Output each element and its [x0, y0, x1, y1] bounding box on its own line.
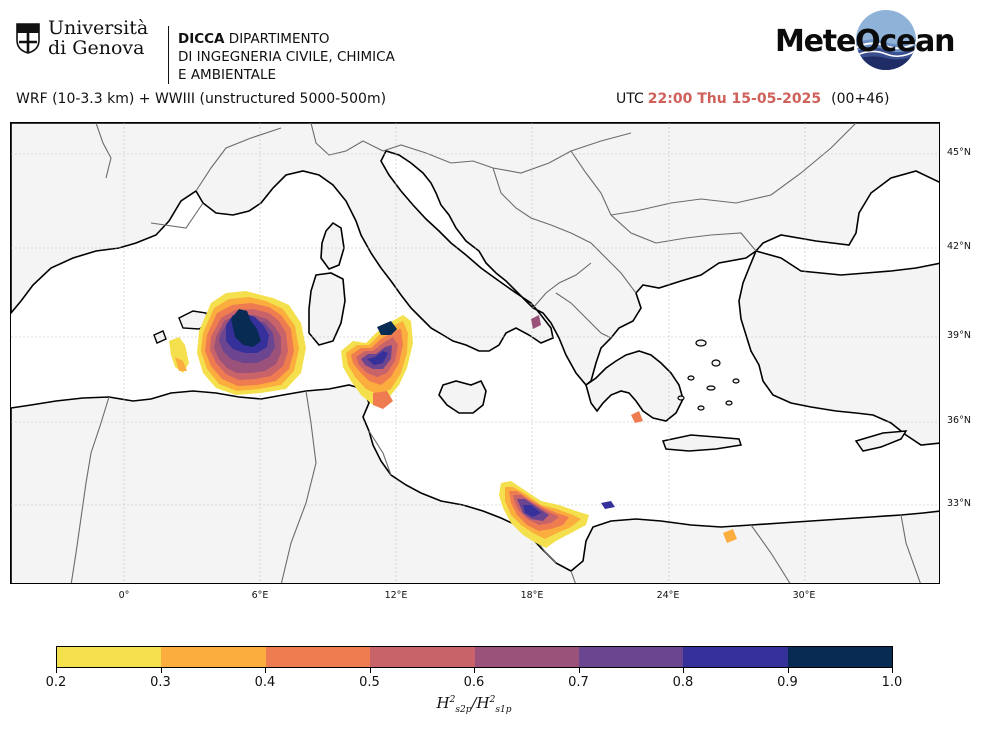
colorbar-tick-label: 0.4: [254, 675, 276, 690]
aegean-islands: [677, 339, 740, 411]
colorbar-tick-label: 0.7: [568, 675, 589, 690]
land-sicily: [438, 379, 487, 414]
header-logos: Università di Genova DICCA DIPARTIMENTO …: [0, 0, 985, 84]
colorbar-tick: [892, 668, 893, 673]
land-corsica: [320, 221, 345, 270]
land-crete: [661, 434, 742, 452]
dicca-name: DICCA DIPARTIMENTO DI INGEGNERIA CIVILE,…: [178, 30, 395, 84]
colorbar-tick: [56, 668, 57, 673]
map-panel[interactable]: [10, 122, 940, 584]
unige-line2: di Genova: [48, 37, 145, 59]
unige-line1: Università: [48, 17, 149, 39]
colorbar-title-sup-2: 2: [489, 695, 496, 705]
colorbar-title-sub2: s1p: [495, 705, 512, 715]
colorbar-tick-label: 0.3: [150, 675, 171, 690]
colorbar-tick: [369, 668, 371, 673]
lon-label-24e: 24°E: [656, 590, 680, 601]
land-sardinia: [308, 272, 346, 346]
colorbar-segment: [578, 647, 684, 667]
graticule: [11, 123, 939, 583]
model-title: WRF (10-3.3 km) + WWIII (unstructured 50…: [16, 91, 387, 107]
colorbar-segment: [683, 647, 788, 667]
colorbar-tick: [160, 668, 162, 673]
lon-label-0: 0°: [118, 590, 130, 601]
forecast-time: UTC 22:00 Thu 15-05-2025 (00+46): [616, 91, 889, 107]
colorbar-segment: [265, 647, 371, 667]
dicca-line3: E AMBIENTALE: [178, 67, 277, 83]
land-greece-turkey: [585, 350, 684, 422]
lat-label-42: 42°N: [947, 241, 971, 252]
colorbar: [56, 646, 893, 668]
colorbar-segment: [57, 647, 162, 667]
utc-label: UTC: [616, 91, 644, 107]
lon-label-6e: 6°E: [251, 590, 269, 601]
colorbar-title-main: H: [436, 694, 450, 712]
colorbar-tick-label: 0.8: [672, 675, 694, 690]
colorbar-segment: [161, 647, 266, 667]
lat-label-45: 45°N: [947, 147, 971, 158]
lon-label-30e: 30°E: [792, 590, 816, 601]
colorbar-tick-label: 0.6: [463, 675, 485, 690]
lon-label-18e: 18°E: [520, 590, 544, 601]
colorbar-title-sub1: s2p: [455, 705, 472, 715]
lon-label-12e: 12°E: [384, 590, 408, 601]
land-cyprus: [854, 430, 908, 452]
land-anatolia: [738, 250, 939, 446]
colorbar-tick: [474, 668, 475, 673]
colorbar-tick: [578, 668, 580, 673]
unige-name: Università di Genova: [48, 18, 148, 58]
meteocean-logo[interactable]: MeteOcean: [775, 8, 956, 76]
colorbar-segment: [370, 647, 475, 667]
lat-label-33: 33°N: [947, 498, 971, 509]
colorbar-title-main-2: H: [476, 694, 490, 712]
colorbar-tick-label: 0.2: [45, 675, 67, 690]
logo-separator: [168, 26, 169, 84]
map-svg: [11, 123, 939, 583]
dicca-line1-rest: DIPARTIMENTO: [228, 31, 330, 47]
lat-label-36: 36°N: [947, 415, 971, 426]
forecast-datetime: 22:00 Thu 15-05-2025: [647, 91, 822, 107]
dicca-line1: DICCA DIPARTIMENTO: [178, 30, 395, 48]
wave-field: [169, 291, 737, 548]
colorbar-segment: [787, 647, 892, 667]
land-europe: [11, 123, 939, 387]
colorbar-title: H2s2p/H2s1p: [436, 694, 512, 715]
colorbar-tick: [787, 668, 789, 673]
colorbar-segment: [474, 647, 579, 667]
dicca-abbr: DICCA: [178, 31, 225, 47]
dicca-line2: DI INGEGNERIA CIVILE, CHIMICA: [178, 49, 395, 65]
colorbar-tick-label: 0.5: [359, 675, 380, 690]
colorbar-title-sup: 2: [449, 695, 456, 705]
colorbar-tick: [265, 668, 266, 673]
colorbar-tick: [683, 668, 684, 673]
lat-label-39: 39°N: [947, 330, 971, 341]
country-borders: [70, 123, 921, 583]
colorbar-tick-label: 1.0: [881, 675, 903, 690]
forecast-lead: (00+46): [831, 91, 890, 107]
unige-shield-icon: [16, 23, 40, 54]
meteocean-sphere-icon: [856, 10, 916, 70]
colorbar-tick-label: 0.9: [777, 675, 798, 690]
meteocean-text: MeteOcean: [775, 24, 956, 59]
